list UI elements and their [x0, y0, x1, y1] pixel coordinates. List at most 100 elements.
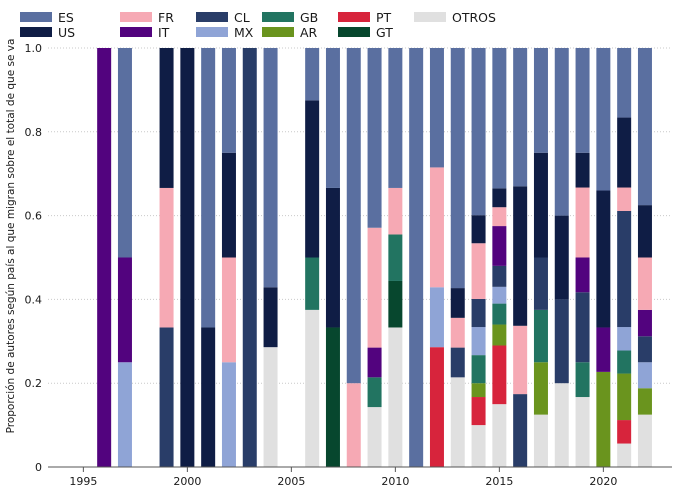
bar-2016: [513, 48, 528, 467]
bar-segment-fr: [513, 325, 528, 395]
bar-segment-otros: [492, 404, 507, 467]
x-tick-label: 2015: [485, 475, 513, 488]
legend-label: PT: [376, 10, 392, 25]
bar-segment-cl: [159, 327, 174, 467]
legend-swatch: [196, 27, 228, 37]
legend-item-gb: GB: [262, 10, 318, 25]
bar-segment-es: [450, 48, 465, 289]
legend-label: IT: [158, 25, 170, 40]
legend-swatch: [196, 12, 228, 22]
legend-swatch: [262, 27, 294, 37]
bar-2015: [492, 48, 507, 467]
legend-swatch: [338, 12, 370, 22]
y-tick-label: 0.2: [25, 377, 43, 390]
bar-segment-fr: [429, 167, 444, 288]
bar-2013: [450, 48, 465, 467]
bar-segment-us: [201, 327, 216, 467]
bar-segment-cl: [242, 48, 257, 467]
x-tick-label: 1995: [69, 475, 97, 488]
bar-segment-us: [492, 188, 507, 208]
bar-segment-otros: [471, 425, 486, 467]
bar-segment-cl: [533, 257, 548, 310]
legend-item-ar: AR: [262, 25, 318, 40]
bar-segment-otros: [388, 327, 403, 467]
bar-segment-pt: [617, 420, 632, 444]
bar-segment-es: [201, 48, 216, 328]
legend-item-us: US: [20, 25, 75, 40]
bar-segment-es: [533, 48, 548, 153]
bar-segment-es: [471, 48, 486, 216]
bar-segment-fr: [367, 227, 382, 348]
legend-label: MX: [234, 25, 254, 40]
bar-segment-mx: [492, 286, 507, 304]
bar-segment-es: [554, 48, 569, 216]
y-axis-label: Proporción de autores según país al que …: [5, 39, 17, 434]
bar-segment-mx: [637, 362, 652, 389]
bar-2010: [388, 48, 403, 467]
bar-2014: [471, 48, 486, 467]
bar-2008: [346, 48, 361, 467]
bar-2006: [305, 48, 320, 467]
legend-label: AR: [300, 25, 318, 40]
bar-segment-fr: [492, 207, 507, 227]
bar-segment-cl: [513, 394, 528, 467]
bar-segment-gt: [325, 327, 340, 467]
bar-2020: [596, 48, 611, 467]
bar-segment-cl: [450, 347, 465, 378]
legend-label: GB: [300, 10, 318, 25]
bar-segment-ar: [533, 362, 548, 415]
bar-segment-us: [159, 48, 174, 188]
bar-segment-gb: [617, 350, 632, 374]
bar-segment-fr: [450, 317, 465, 348]
x-tick-label: 2020: [589, 475, 617, 488]
bar-segment-mx: [429, 287, 444, 348]
bar-segment-fr: [388, 187, 403, 235]
bar-segment-es: [263, 48, 278, 288]
bar-segment-es: [617, 48, 632, 118]
bar-segment-es: [221, 48, 236, 153]
bar-segment-cl: [617, 210, 632, 328]
y-tick-label: 1.0: [25, 42, 43, 55]
bar-segment-otros: [533, 414, 548, 467]
bar-segment-es: [325, 48, 340, 188]
bar-segment-cl: [492, 265, 507, 287]
bar-2000: [180, 48, 195, 467]
bar-segment-mx: [221, 362, 236, 467]
bar-segment-us: [575, 152, 590, 188]
legend-item-fr: FR: [120, 10, 174, 25]
bar-segment-fr: [159, 187, 174, 328]
bar-2007: [325, 48, 340, 467]
bar-segment-us: [513, 186, 528, 326]
bar-segment-es: [429, 48, 444, 168]
bar-segment-es: [346, 48, 361, 384]
bar-segment-pt: [471, 397, 486, 426]
bar-2009: [367, 48, 382, 467]
bars: [97, 48, 652, 467]
bar-segment-es: [575, 48, 590, 153]
bar-segment-us: [533, 152, 548, 258]
bar-2004: [263, 48, 278, 467]
legend-swatch: [414, 12, 446, 22]
bar-segment-es: [117, 48, 132, 258]
bar-segment-mx: [471, 327, 486, 356]
bar-segment-us: [180, 48, 195, 467]
bar-1997: [117, 48, 132, 467]
x-tick-label: 2010: [381, 475, 409, 488]
bar-segment-pt: [492, 345, 507, 405]
legend-swatch: [120, 27, 152, 37]
y-tick-label: 0.4: [25, 293, 43, 306]
legend-item-mx: MX: [196, 25, 254, 40]
bar-1996: [97, 48, 112, 467]
legend-swatch: [262, 12, 294, 22]
bar-segment-fr: [637, 257, 652, 310]
bar-2022: [637, 48, 652, 467]
bar-segment-gb: [305, 257, 320, 310]
legend-item-pt: PT: [338, 10, 392, 25]
bar-segment-es: [388, 48, 403, 188]
bar-2021: [617, 48, 632, 467]
bar-segment-cl: [471, 298, 486, 328]
y-tick-label: 0.8: [25, 126, 43, 139]
bar-segment-es: [492, 48, 507, 189]
bar-segment-it: [575, 257, 590, 293]
